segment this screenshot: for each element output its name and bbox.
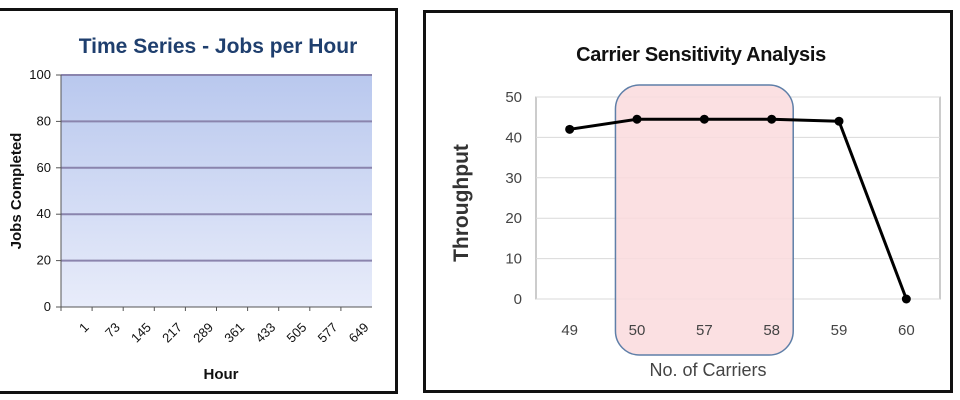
- y-tick-label: 0: [514, 291, 522, 308]
- y-tick-label: 60: [37, 160, 51, 175]
- x-tick-label: 145: [128, 320, 154, 346]
- data-point: [632, 114, 642, 124]
- x-tick-label: 1: [76, 320, 92, 336]
- jobs-per-hour-chart: Time Series - Jobs per Hour 0 20 40 60 80 100…: [8, 35, 372, 383]
- y-tick-label: 30: [505, 170, 522, 187]
- x-tick-label: 59: [831, 322, 848, 339]
- jobs-per-hour-chart-panel: Time Series - Jobs per Hour 0 20 40 60 80 100…: [0, 8, 398, 394]
- x-tick-label: 57: [696, 322, 713, 339]
- y-axis-title: Throughput: [450, 144, 473, 262]
- x-axis-title: No. of Carriers: [649, 360, 766, 380]
- x-tick-label: 289: [190, 320, 216, 346]
- x-axis-title: Hour: [204, 366, 239, 383]
- x-tick-label: 217: [159, 320, 185, 346]
- chart-title: Time Series - Jobs per Hour: [79, 35, 358, 58]
- chart-title: Carrier Sensitivity Analysis: [576, 44, 826, 66]
- x-tick-label: 505: [283, 320, 309, 346]
- data-point: [767, 114, 777, 124]
- x-tick-label: 649: [346, 320, 372, 346]
- x-tick-label: 49: [561, 322, 578, 339]
- x-tick-label: 361: [221, 320, 247, 346]
- plot-area: [61, 75, 372, 307]
- data-point: [834, 116, 844, 126]
- x-tick-label: 58: [763, 322, 780, 339]
- y-tick-label: 20: [37, 253, 51, 268]
- y-tick-label: 20: [505, 210, 522, 227]
- data-point: [901, 294, 911, 304]
- x-tick-label: 60: [898, 322, 915, 339]
- x-tick-label: 577: [315, 320, 341, 346]
- y-tick-label: 10: [505, 251, 522, 268]
- y-tick-label: 100: [29, 67, 51, 82]
- carrier-sensitivity-chart-panel: Carrier Sensitivity Analysis 0 10 20 30 40 50…: [423, 10, 953, 393]
- y-tick-label: 0: [44, 299, 51, 314]
- series-line: [569, 117, 908, 300]
- y-tick-label: 40: [37, 206, 51, 221]
- carrier-sensitivity-chart: Carrier Sensitivity Analysis 0 10 20 30 40 50…: [450, 44, 941, 380]
- y-tick-label: 40: [505, 129, 522, 146]
- data-point: [699, 114, 709, 124]
- highlight-region: [614, 84, 794, 356]
- data-point: [565, 124, 575, 134]
- y-tick-label: 50: [505, 89, 522, 106]
- x-tick-label: 433: [252, 320, 278, 346]
- x-tick-label: 73: [102, 320, 123, 341]
- x-tick-label: 50: [629, 322, 646, 339]
- y-tick-label: 80: [37, 113, 51, 128]
- y-axis-title: Jobs Completed: [8, 133, 25, 250]
